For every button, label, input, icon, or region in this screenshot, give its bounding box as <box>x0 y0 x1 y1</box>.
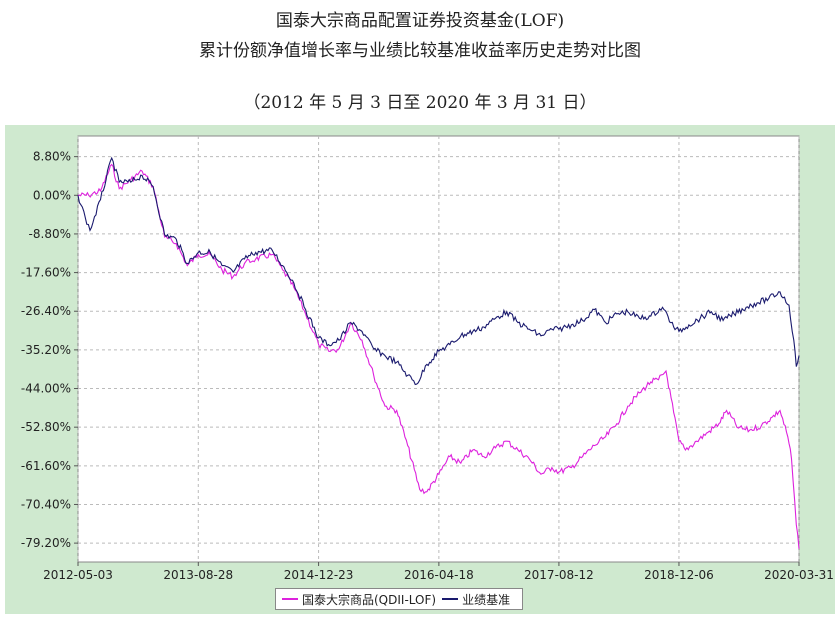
legend-item-benchmark: 业绩基准 <box>442 591 510 608</box>
legend-label-fund: 国泰大宗商品(QDII-LOF) <box>302 592 437 607</box>
y-tick-label: -61.60% <box>21 459 71 473</box>
line-chart: 8.80% 0.00% -8.80% -17.60% -26.40% -35.20% -44… <box>21 135 834 582</box>
chart-panel: 8.80% 0.00% -8.80% -17.60% -26.40% -35.20% -44… <box>5 125 835 614</box>
legend-swatch-fund <box>282 598 298 600</box>
x-tick-label: 2018-12-06 <box>644 568 714 582</box>
x-tick-label: 2014-12-23 <box>284 568 354 582</box>
legend-swatch-benchmark <box>442 598 459 600</box>
series-line-benchmark <box>77 156 800 386</box>
y-axis: 8.80% 0.00% -8.80% -17.60% -26.40% -35.20% -44… <box>21 150 78 550</box>
y-tick-label: -17.60% <box>21 266 71 280</box>
y-tick-label: -70.40% <box>21 497 71 511</box>
x-tick-label: 2020-03-31 <box>764 568 834 582</box>
grid-lines <box>77 136 800 562</box>
y-tick-label: 0.00% <box>33 188 71 202</box>
y-tick-label: -35.20% <box>21 343 71 357</box>
x-tick-label: 2013-08-28 <box>163 568 233 582</box>
series-line-fund <box>77 163 800 549</box>
chart-date-range: （2012 年 5 月 3 日至 2020 年 3 月 31 日） <box>243 93 597 113</box>
x-tick-label: 2012-05-03 <box>43 568 113 582</box>
x-axis: 2012-05-03 2013-08-28 2014-12-23 2016-04-18… <box>43 562 834 582</box>
y-tick-label: -26.40% <box>21 304 71 318</box>
x-tick-label: 2017-08-12 <box>524 568 594 582</box>
y-tick-label: -52.80% <box>21 420 71 434</box>
y-tick-label: 8.80% <box>33 150 71 164</box>
legend: 国泰大宗商品(QDII-LOF) 业绩基准 <box>275 588 524 610</box>
y-tick-label: -79.20% <box>21 536 71 550</box>
legend-label-benchmark: 业绩基准 <box>462 592 511 607</box>
series-lines <box>77 156 800 549</box>
y-tick-label: -8.80% <box>29 227 71 241</box>
y-tick-label: -44.00% <box>21 382 71 396</box>
x-tick-label: 2016-04-18 <box>404 568 474 582</box>
chart-title: 国泰大宗商品配置证券投资基金(LOF) <box>275 11 565 31</box>
chart-subtitle: 累计份额净值增长率与业绩比较基准收益率历史走势对比图 <box>199 41 641 61</box>
legend-item-fund: 国泰大宗商品(QDII-LOF) <box>282 591 436 608</box>
